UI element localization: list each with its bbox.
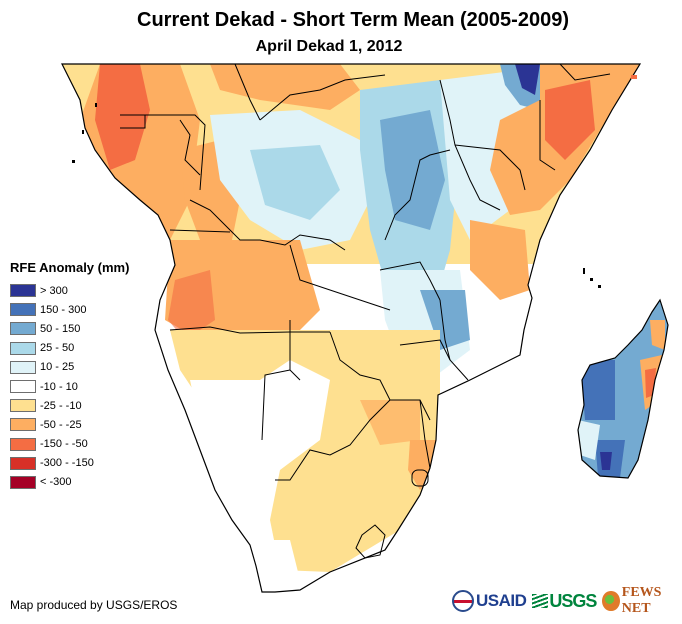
map-title: Current Dekad - Short Term Mean (2005-20…: [137, 9, 569, 31]
anomaly-patch: [250, 540, 300, 590]
legend-label: -150 - -50: [40, 438, 88, 451]
usgs-mark-icon: [532, 594, 549, 608]
legend-swatch: [10, 475, 36, 489]
legend-label: -300 - -150: [40, 457, 94, 470]
anomaly-patch: [190, 360, 330, 540]
fewsnet-logo: FEWS NET: [602, 585, 682, 617]
legend-swatch: [10, 380, 36, 394]
map-subtitle: April Dekad 1, 2012: [255, 38, 403, 55]
usaid-seal-icon: [452, 590, 474, 612]
legend-label: -25 - -10: [40, 399, 82, 412]
anomaly-patch: [580, 360, 615, 420]
legend-swatch: [10, 303, 36, 317]
credit-text: Map produced by USGS/EROS: [10, 598, 178, 612]
legend-label: < -300: [40, 476, 72, 489]
legend-swatch: [10, 284, 36, 298]
legend-item: 10 - 25: [10, 358, 129, 377]
legend-item: -150 - -50: [10, 435, 129, 454]
legend-item: < -300: [10, 473, 129, 492]
legend-swatch: [10, 322, 36, 336]
mainland: [61, 63, 641, 593]
legend-swatch: [10, 456, 36, 470]
usgs-logo: USGS: [532, 590, 597, 612]
anomaly-patch: [168, 270, 215, 340]
anomaly-patch: [515, 64, 540, 95]
usgs-text: USGS: [549, 590, 597, 611]
legend-label: -10 - 10: [40, 380, 78, 393]
legend-swatch: [10, 360, 36, 374]
legend-item: 25 - 50: [10, 339, 129, 358]
fewsnet-text: FEWS NET: [621, 585, 662, 616]
anomaly-patch: [420, 290, 470, 350]
legend-label: -50 - -25: [40, 418, 82, 431]
anomaly-patch: [650, 320, 665, 350]
logos: USAID USGS FEWS NET: [452, 585, 682, 617]
legend-item: 150 - 300: [10, 300, 129, 319]
anomaly-patch: [408, 440, 440, 490]
legend-item: -10 - 10: [10, 377, 129, 396]
legend-swatch: [10, 341, 36, 355]
anomaly-patch: [95, 64, 150, 170]
legend-item: > 300: [10, 281, 129, 300]
anomaly-patch: [360, 400, 420, 445]
legend-item: -50 - -25: [10, 415, 129, 434]
legend-item: 50 - 150: [10, 319, 129, 338]
anomaly-patch: [250, 145, 340, 220]
legend-label: 25 - 50: [40, 342, 75, 355]
usaid-text: USAID: [476, 591, 527, 610]
legend: RFE Anomaly (mm) > 300 150 - 300 50 - 150 2…: [10, 260, 129, 492]
legend-swatch: [10, 399, 36, 413]
country-borders: [120, 63, 611, 559]
anomaly-patch: [600, 452, 612, 470]
usaid-logo: USAID: [452, 590, 527, 612]
legend-item: -300 - -150: [10, 454, 129, 473]
legend-swatch: [10, 418, 36, 432]
anomaly-patch: [380, 110, 445, 230]
islands: [72, 75, 637, 288]
legend-swatch: [10, 437, 36, 451]
madagascar: [577, 298, 669, 479]
legend-title: RFE Anomaly (mm): [10, 260, 130, 275]
anomaly-patch: [210, 64, 360, 110]
anomaly-patch: [545, 80, 595, 160]
anomaly-patch: [470, 220, 530, 300]
legend-label: 10 - 25: [40, 361, 75, 374]
legend-label: > 300: [40, 284, 68, 297]
legend-label: 150 - 300: [40, 303, 87, 316]
globe-icon: [602, 591, 620, 611]
anomaly-patch: [578, 420, 600, 460]
legend-label: 50 - 150: [40, 322, 81, 335]
legend-item: -25 - -10: [10, 396, 129, 415]
